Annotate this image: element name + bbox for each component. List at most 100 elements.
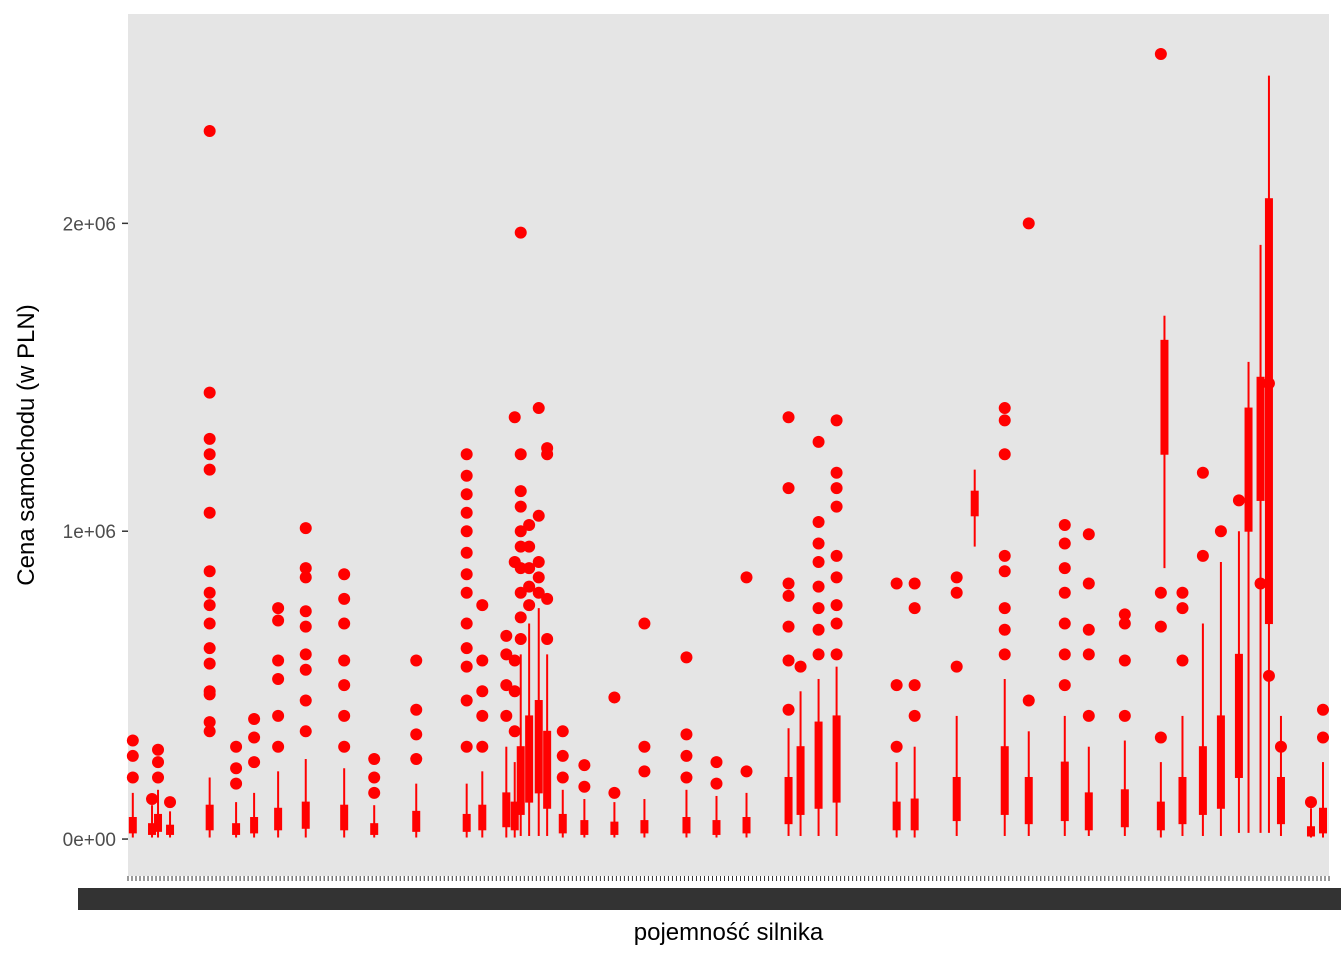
outlier-point <box>476 685 489 698</box>
outlier-point <box>1118 654 1131 667</box>
outlier-point <box>1154 731 1167 744</box>
box-9 <box>338 568 351 838</box>
outlier-point <box>1058 648 1071 661</box>
outlier-point <box>230 740 243 753</box>
outlier-point <box>638 617 651 630</box>
box-47 <box>1254 244 1267 833</box>
outlier-point <box>998 448 1011 461</box>
outlier-point <box>541 592 554 605</box>
box-42 <box>1176 586 1189 836</box>
box-body <box>610 821 619 835</box>
y-axis-title: Cena samochodu (w PLN) <box>13 304 40 585</box>
outlier-point <box>500 709 513 722</box>
box-4 <box>203 124 216 838</box>
outlier-point <box>1274 740 1287 753</box>
outlier-point <box>146 793 159 806</box>
box-16 <box>514 226 527 836</box>
outlier-point <box>248 731 261 744</box>
outlier-point <box>1176 654 1189 667</box>
outlier-point <box>556 749 569 762</box>
box-body <box>543 730 552 809</box>
outlier-point <box>460 660 473 673</box>
box-body <box>516 746 525 815</box>
outlier-point <box>460 448 473 461</box>
box-body <box>232 823 241 835</box>
outlier-point <box>203 463 216 476</box>
outlier-point <box>782 411 795 424</box>
box-body <box>742 817 751 834</box>
box-29 <box>812 435 825 836</box>
outlier-point <box>532 402 545 415</box>
box-body <box>952 776 961 822</box>
outlier-point <box>152 756 165 769</box>
outlier-point <box>1118 617 1131 630</box>
outlier-point <box>998 602 1011 615</box>
outlier-point <box>514 525 527 538</box>
outlier-point <box>203 432 216 445</box>
outlier-point <box>126 734 139 747</box>
outlier-point <box>680 771 693 784</box>
outlier-point <box>126 771 139 784</box>
outlier-point <box>523 599 536 612</box>
outlier-point <box>203 642 216 655</box>
outlier-point <box>830 571 843 584</box>
outlier-point <box>338 679 351 692</box>
outlier-point <box>203 599 216 612</box>
outlier-point <box>608 786 621 799</box>
outlier-point <box>460 546 473 559</box>
box-body <box>796 746 805 815</box>
outlier-point <box>794 660 807 673</box>
outlier-point <box>203 448 216 461</box>
box-body <box>1120 789 1129 828</box>
outlier-point <box>368 771 381 784</box>
outlier-point <box>1058 617 1071 630</box>
outlier-point <box>1262 669 1275 682</box>
outlier-point <box>812 435 825 448</box>
outlier-point <box>998 549 1011 562</box>
box-body <box>1178 776 1187 825</box>
box-body <box>910 798 919 831</box>
box-38 <box>1082 528 1095 836</box>
box-18 <box>532 402 545 836</box>
box-1 <box>146 793 159 838</box>
outlier-point <box>830 549 843 562</box>
outlier-point <box>812 602 825 615</box>
outlier-point <box>578 759 591 772</box>
outlier-point <box>830 648 843 661</box>
outlier-point <box>1196 466 1209 479</box>
outlier-point <box>523 540 536 553</box>
outlier-point <box>908 709 921 722</box>
outlier-point <box>1232 494 1245 507</box>
outlier-point <box>1154 48 1167 61</box>
outlier-point <box>1058 537 1071 550</box>
outlier-point <box>998 565 1011 578</box>
y-tick-label: 0e+00 <box>63 830 116 851</box>
outlier-point <box>523 562 536 575</box>
outlier-point <box>812 537 825 550</box>
outlier-point <box>1022 217 1035 230</box>
outlier-point <box>998 623 1011 636</box>
outlier-point <box>476 709 489 722</box>
box-body <box>525 715 534 803</box>
box-50 <box>1304 796 1317 838</box>
outlier-point <box>541 632 554 645</box>
box-26 <box>740 571 753 838</box>
box-24 <box>680 651 693 838</box>
outlier-point <box>164 796 177 809</box>
box-21 <box>578 759 591 838</box>
outlier-point <box>460 740 473 753</box>
outlier-point <box>998 414 1011 427</box>
box-body <box>534 700 543 794</box>
box-body <box>370 823 379 835</box>
outlier-point <box>710 756 723 769</box>
x-axis <box>78 876 1341 910</box>
box-19 <box>541 442 554 836</box>
outlier-point <box>514 485 527 498</box>
outlier-point <box>230 762 243 775</box>
outlier-point <box>203 506 216 519</box>
box-41 <box>1160 315 1169 569</box>
outlier-point <box>248 756 261 769</box>
box-body <box>154 813 163 832</box>
box-body <box>250 817 259 834</box>
outlier-point <box>532 571 545 584</box>
